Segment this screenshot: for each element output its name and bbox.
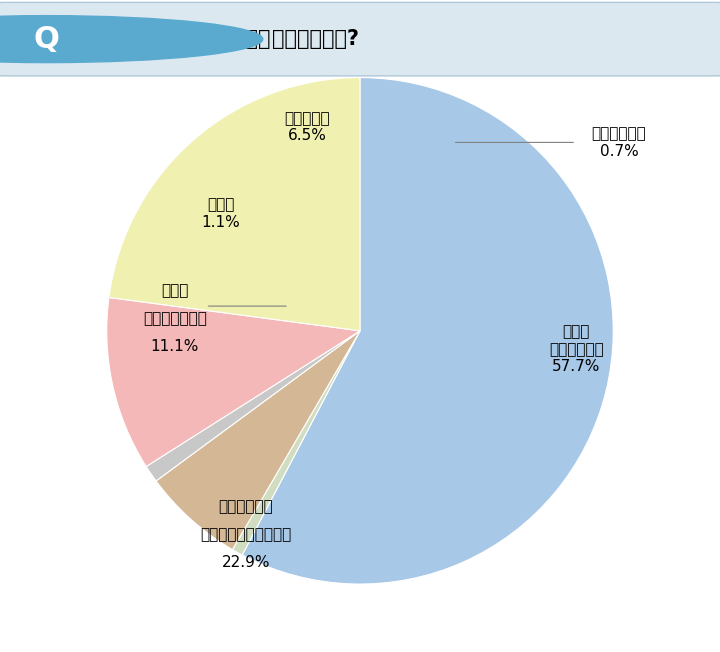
Text: ローンで支払い: ローンで支払い [143,311,207,326]
Text: その他
1.1%: その他 1.1% [202,198,240,230]
Text: Q: Q [34,25,60,53]
Wedge shape [109,78,360,331]
Wedge shape [146,331,360,481]
Text: 全額、: 全額、 [161,283,189,298]
FancyBboxPatch shape [0,3,720,76]
Wedge shape [156,331,360,550]
Text: 22.9%: 22.9% [222,555,270,570]
Text: 答えたくない
0.7%: 答えたくない 0.7% [592,126,647,158]
Text: 11.1%: 11.1% [150,339,199,354]
Text: を購入した時の: を購入した時の [183,29,271,49]
Text: 支払い方法は?: 支払い方法は? [272,29,359,49]
Text: わからない
6.5%: わからない 6.5% [284,111,330,143]
Text: あなたが: あなたが [94,29,143,49]
Wedge shape [107,297,360,466]
Wedge shape [242,78,613,584]
Text: 残りをローンで支払い: 残りをローンで支払い [200,527,292,542]
Wedge shape [233,331,360,555]
Circle shape [0,16,263,63]
Text: 頭金を現金、: 頭金を現金、 [218,499,273,514]
Text: 全額、
現金で支払い
57.7%: 全額、 現金で支払い 57.7% [549,325,603,374]
Text: クルマ: クルマ [145,29,182,49]
